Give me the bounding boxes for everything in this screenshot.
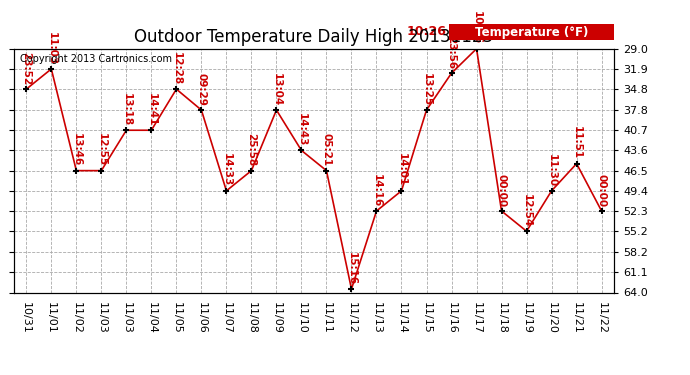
Text: 00:00: 00:00 [497, 174, 506, 207]
Text: 12:54: 12:54 [522, 194, 531, 227]
Text: 12:55: 12:55 [97, 134, 106, 166]
Text: Temperature (°F): Temperature (°F) [475, 26, 588, 39]
Text: 10:26: 10:26 [406, 25, 446, 38]
Text: 23:56: 23:56 [446, 36, 457, 69]
Text: 13:25: 13:25 [422, 73, 431, 106]
Text: 14:01: 14:01 [397, 153, 406, 187]
Text: 11:51: 11:51 [571, 126, 582, 159]
Text: 12:28: 12:28 [171, 52, 181, 85]
Text: 09:29: 09:29 [197, 73, 206, 106]
Text: 13:18: 13:18 [121, 93, 131, 126]
Text: 14:33: 14:33 [221, 153, 231, 187]
FancyBboxPatch shape [449, 24, 614, 40]
Text: 11:30: 11:30 [546, 153, 557, 187]
Text: 14:43: 14:43 [297, 113, 306, 146]
Text: 15:16: 15:16 [346, 252, 357, 285]
Text: 14:16: 14:16 [371, 174, 382, 207]
Text: 13:04: 13:04 [271, 73, 282, 106]
Text: Copyright 2013 Cartronics.com: Copyright 2013 Cartronics.com [20, 54, 172, 64]
Text: 13:46: 13:46 [71, 133, 81, 166]
Text: 14:41: 14:41 [146, 93, 157, 126]
Text: 05:21: 05:21 [322, 134, 331, 166]
Title: Outdoor Temperature Daily High 20131123: Outdoor Temperature Daily High 20131123 [135, 28, 493, 46]
Text: 23:52: 23:52 [21, 52, 31, 85]
Text: 25:58: 25:58 [246, 134, 257, 166]
Text: 11:03: 11:03 [46, 32, 57, 65]
Text: 00:00: 00:00 [597, 174, 607, 207]
Text: 10:26: 10:26 [471, 12, 482, 45]
